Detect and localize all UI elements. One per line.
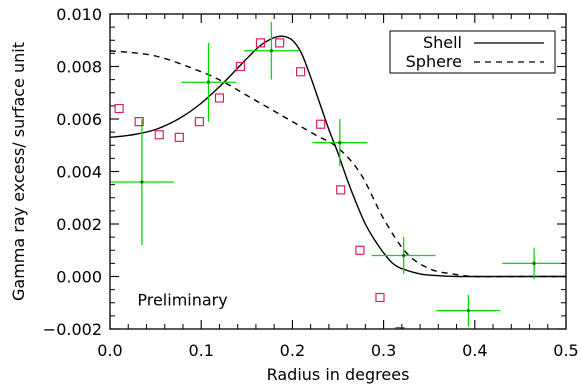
y-tick-label: −0.002: [43, 320, 102, 339]
square-marker: [134, 117, 144, 127]
y-axis-label: Gamma ray excess/ surface unit: [9, 42, 28, 301]
data-point-marker: [338, 141, 342, 145]
series-line-shell: [110, 35, 566, 278]
data-point-marker: [206, 80, 211, 84]
square-marker: [174, 132, 184, 142]
square-marker: [275, 38, 285, 48]
square-marker: [235, 61, 246, 72]
x-axis-label: Radius in degrees: [267, 365, 410, 384]
data-point-marker: [140, 180, 144, 184]
data-point: [244, 21, 299, 80]
ticks-layer: [109, 13, 567, 330]
y-tick-label: 0.010: [56, 5, 102, 24]
y-tick-label: 0.004: [56, 163, 102, 182]
squares-layer: [114, 38, 405, 329]
y-tick-label: 0.006: [56, 110, 102, 129]
data-point-marker: [532, 261, 536, 265]
data-point-marker: [466, 309, 471, 313]
square-marker: [154, 130, 164, 140]
data-point-marker: [269, 49, 274, 53]
data-point: [371, 237, 436, 274]
square-marker: [395, 327, 405, 329]
x-tick-label: 0.4: [462, 341, 487, 360]
square-marker: [355, 245, 365, 255]
data-point: [312, 119, 368, 167]
square-marker: [296, 67, 306, 77]
square-marker: [114, 103, 124, 114]
legend-label-shell: Shell: [423, 33, 462, 52]
x-tick-label: 0.2: [280, 341, 305, 360]
x-tick-label: 0.5: [553, 341, 578, 360]
data-point: [110, 119, 174, 245]
square-marker: [375, 292, 385, 303]
data-point: [502, 247, 566, 280]
x-tick-label: 0.3: [371, 341, 396, 360]
square-marker: [214, 93, 225, 103]
square-marker: [336, 185, 346, 195]
data-point: [436, 294, 501, 327]
square-marker: [194, 117, 204, 127]
x-tick-label: 0.1: [188, 341, 213, 360]
y-tick-label: 0.002: [56, 215, 102, 234]
legend-label-sphere: Sphere: [406, 52, 462, 71]
preliminary-annotation: Preliminary: [137, 290, 227, 309]
y-tick-label: 0.008: [56, 58, 102, 77]
x-tick-label: 0.0: [97, 341, 122, 360]
curves-layer: [110, 35, 566, 278]
tick-labels-layer: 0.0 0.1 0.2 0.3 0.4 0.5 −0.002 0.000 0.002 0.004 0…: [43, 5, 579, 360]
errorbars-layer: [110, 21, 566, 327]
data-point-marker: [402, 253, 406, 258]
data-point: [181, 42, 236, 122]
square-marker: [255, 38, 266, 48]
series-line-sphere: [110, 50, 566, 278]
legend-box: [389, 30, 556, 74]
square-marker: [316, 119, 326, 129]
y-tick-label: 0.000: [56, 268, 102, 287]
legend: Shell Sphere: [389, 30, 556, 74]
